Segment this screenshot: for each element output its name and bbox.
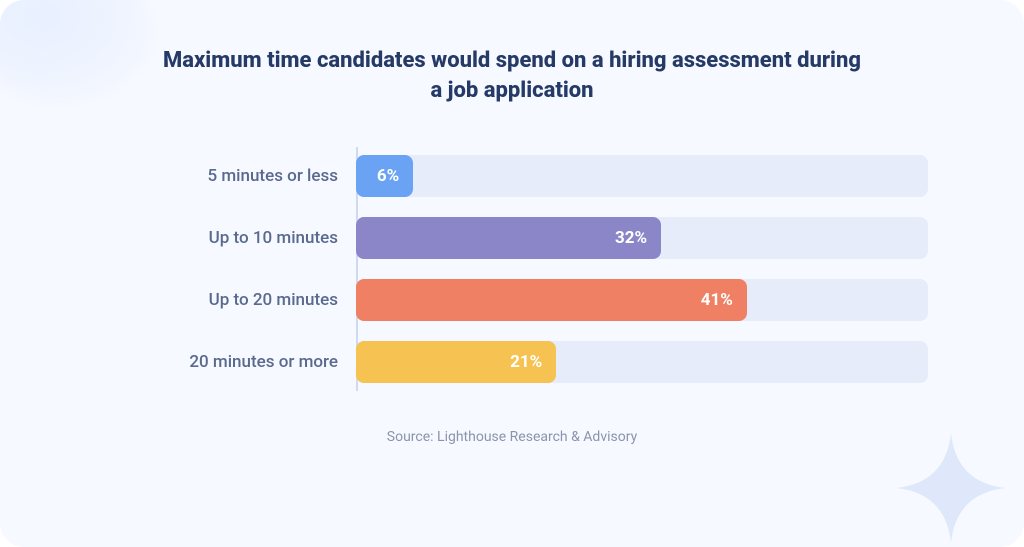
bar-fill: 21% xyxy=(356,341,556,383)
bar-track-wrap: 6% xyxy=(356,155,928,197)
category-label: Up to 10 minutes xyxy=(96,228,356,248)
bar-value-label: 6% xyxy=(377,166,399,186)
bar-value-label: 41% xyxy=(701,290,733,310)
bar-fill: 32% xyxy=(356,217,661,259)
bar-track: 6% xyxy=(356,155,928,197)
source-line: Source: Lighthouse Research & Advisory xyxy=(96,429,928,445)
bar-track-wrap: 32% xyxy=(356,217,928,259)
bar-track: 21% xyxy=(356,341,928,383)
bar-fill: 41% xyxy=(356,279,747,321)
bar-track-wrap: 41% xyxy=(356,279,928,321)
bar-track: 41% xyxy=(356,279,928,321)
bar-value-label: 21% xyxy=(510,352,542,372)
category-label: Up to 20 minutes xyxy=(96,290,356,310)
source-label: Source: xyxy=(387,429,437,445)
chart-title: Maximum time candidates would spend on a… xyxy=(162,46,862,105)
bar-track: 32% xyxy=(356,217,928,259)
chart-card: Maximum time candidates would spend on a… xyxy=(0,0,1024,547)
decor-star-icon xyxy=(896,433,1006,543)
chart-row: 5 minutes or less 6% xyxy=(96,155,928,197)
chart-row: Up to 20 minutes 41% xyxy=(96,279,928,321)
bar-chart: 5 minutes or less6%Up to 10 minutes32%Up… xyxy=(96,155,928,383)
bar-value-label: 32% xyxy=(615,228,647,248)
bar-track-wrap: 21% xyxy=(356,341,928,383)
category-label: 5 minutes or less xyxy=(96,166,356,186)
bar-fill: 6% xyxy=(356,155,413,197)
source-value: Lighthouse Research & Advisory xyxy=(437,429,637,445)
category-label: 20 minutes or more xyxy=(96,352,356,372)
decor-blob-top-left xyxy=(0,0,150,100)
chart-row: 20 minutes or more 21% xyxy=(96,341,928,383)
chart-row: Up to 10 minutes 32% xyxy=(96,217,928,259)
